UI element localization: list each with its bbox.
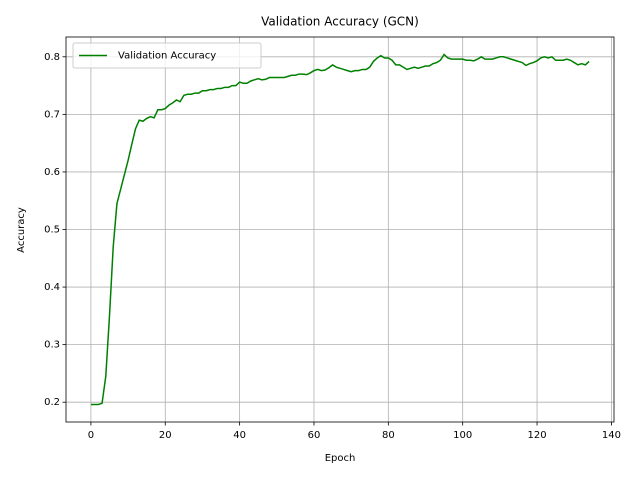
y-tick-label: 0.5 [44, 225, 60, 236]
y-tick-label: 0.2 [44, 397, 60, 408]
chart-title: Validation Accuracy (GCN) [261, 15, 419, 29]
y-axis-label: Accuracy [16, 207, 27, 253]
y-tick-label: 0.6 [44, 167, 60, 178]
data-line [90, 53, 590, 406]
x-tick-label: 20 [159, 430, 172, 441]
x-axis-label: Epoch [325, 453, 356, 464]
x-tick-label: 60 [308, 430, 321, 441]
legend-label: Validation Accuracy [118, 51, 216, 62]
x-tick-label: 40 [233, 430, 246, 441]
x-tick-label: 100 [453, 430, 472, 441]
legend-box [72, 42, 262, 69]
y-tick-label: 0.8 [44, 52, 60, 63]
plot-frame [65, 36, 615, 423]
x-tick-label: 120 [527, 430, 546, 441]
y-tick-label: 0.3 [44, 340, 60, 351]
x-tick-label: 0 [88, 430, 94, 441]
y-tick-label: 0.4 [44, 282, 60, 293]
x-tick-label: 140 [602, 430, 621, 441]
x-tick-label: 80 [382, 430, 395, 441]
y-tick-label: 0.7 [44, 109, 60, 120]
